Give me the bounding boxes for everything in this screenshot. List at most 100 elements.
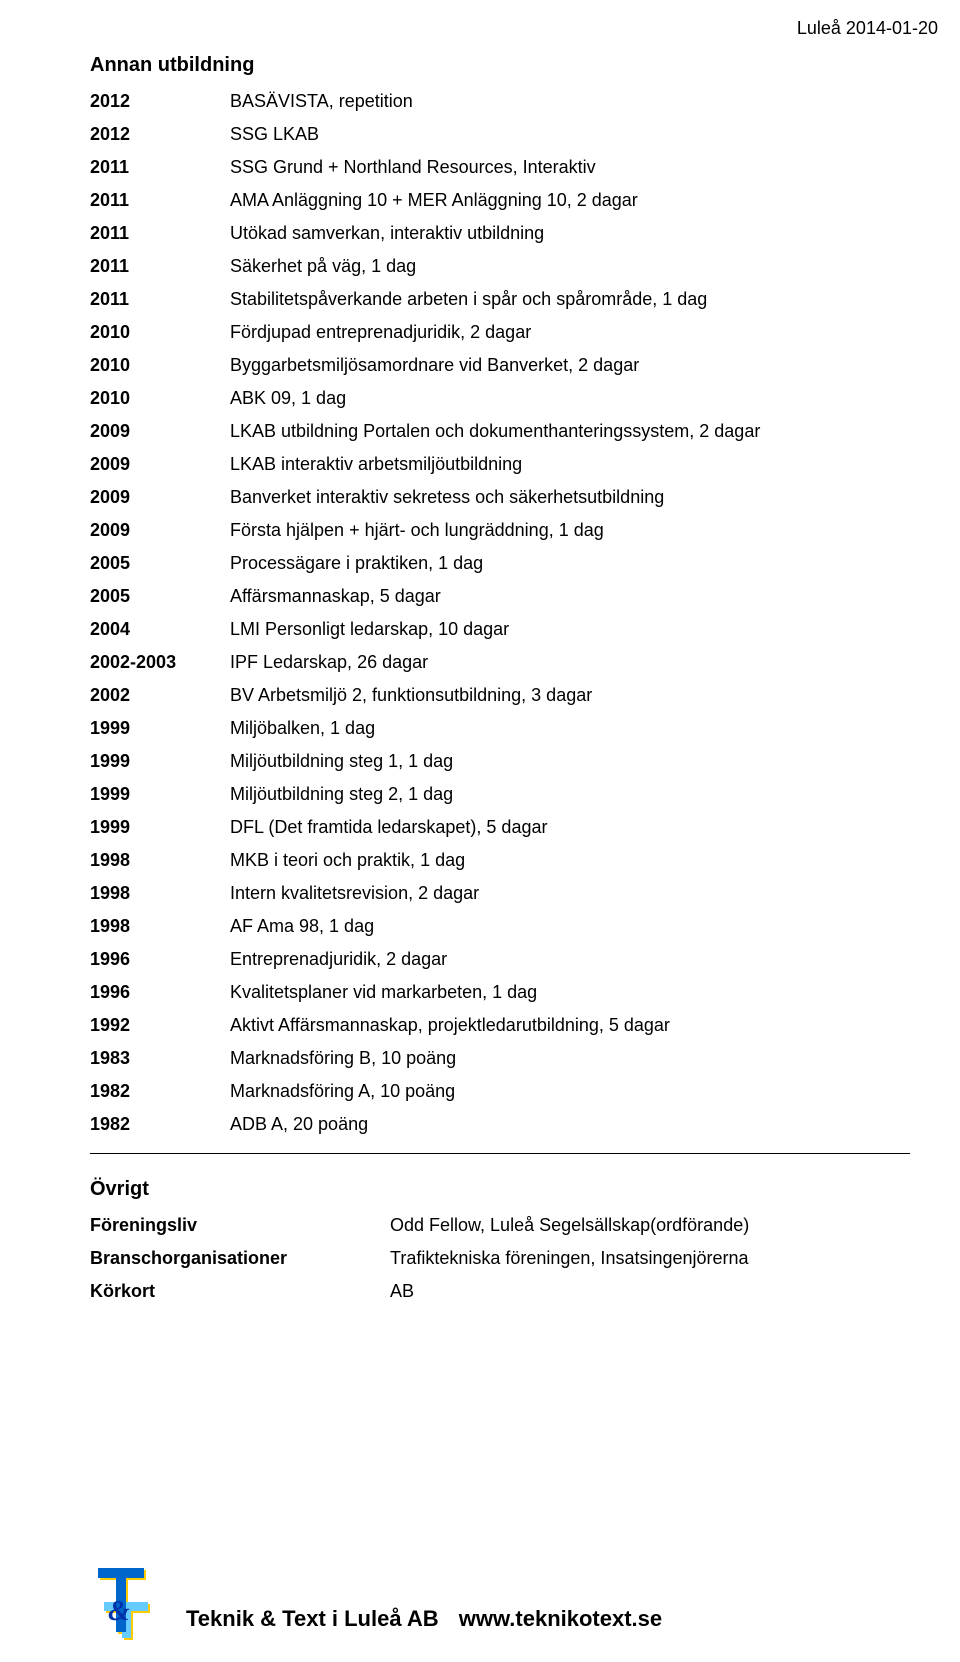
education-row: 1992Aktivt Affärsmannaskap, projektledar… xyxy=(90,1015,910,1036)
education-desc: Processägare i praktiken, 1 dag xyxy=(230,553,910,574)
education-desc: DFL (Det framtida ledarskapet), 5 dagar xyxy=(230,817,910,838)
education-row: 2004LMI Personligt ledarskap, 10 dagar xyxy=(90,619,910,640)
education-row: 2002BV Arbetsmiljö 2, funktionsutbildnin… xyxy=(90,685,910,706)
education-year: 1982 xyxy=(90,1114,230,1135)
education-year: 1998 xyxy=(90,883,230,904)
ovrigt-list: FöreningslivOdd Fellow, Luleå Segelsälls… xyxy=(90,1215,910,1302)
education-row: 2010ABK 09, 1 dag xyxy=(90,388,910,409)
education-year: 1992 xyxy=(90,1015,230,1036)
section-title-annan-utbildning: Annan utbildning xyxy=(90,54,910,77)
education-desc: SSG LKAB xyxy=(230,124,910,145)
education-year: 2011 xyxy=(90,256,230,277)
education-row: 2010Byggarbetsmiljösamordnare vid Banver… xyxy=(90,355,910,376)
education-year: 2011 xyxy=(90,223,230,244)
education-row: 2009Första hjälpen + hjärt- och lungrädd… xyxy=(90,520,910,541)
education-row: 1998MKB i teori och praktik, 1 dag xyxy=(90,850,910,871)
education-year: 2004 xyxy=(90,619,230,640)
ovrigt-value: Odd Fellow, Luleå Segelsällskap(ordföran… xyxy=(390,1215,910,1236)
education-desc: Säkerhet på väg, 1 dag xyxy=(230,256,910,277)
education-row: 2002-2003IPF Ledarskap, 26 dagar xyxy=(90,652,910,673)
education-desc: Miljöutbildning steg 2, 1 dag xyxy=(230,784,910,805)
education-row: 2012BASÄVISTA, repetition xyxy=(90,91,910,112)
education-row: 1982Marknadsföring A, 10 poäng xyxy=(90,1081,910,1102)
education-row: 1996Kvalitetsplaner vid markarbeten, 1 d… xyxy=(90,982,910,1003)
education-year: 2012 xyxy=(90,91,230,112)
education-desc: ABK 09, 1 dag xyxy=(230,388,910,409)
education-desc: ADB A, 20 poäng xyxy=(230,1114,910,1135)
education-year: 2010 xyxy=(90,388,230,409)
education-row: 2011AMA Anläggning 10 + MER Anläggning 1… xyxy=(90,190,910,211)
education-desc: Marknadsföring B, 10 poäng xyxy=(230,1048,910,1069)
education-year: 2012 xyxy=(90,124,230,145)
education-year: 1983 xyxy=(90,1048,230,1069)
education-desc: Banverket interaktiv sekretess och säker… xyxy=(230,487,910,508)
ovrigt-row: FöreningslivOdd Fellow, Luleå Segelsälls… xyxy=(90,1215,910,1236)
education-year: 1999 xyxy=(90,718,230,739)
divider xyxy=(90,1153,910,1154)
education-row: 2011Utökad samverkan, interaktiv utbildn… xyxy=(90,223,910,244)
education-year: 2002 xyxy=(90,685,230,706)
education-year: 2005 xyxy=(90,553,230,574)
education-desc: Affärsmannaskap, 5 dagar xyxy=(230,586,910,607)
education-year: 2009 xyxy=(90,487,230,508)
education-desc: AMA Anläggning 10 + MER Anläggning 10, 2… xyxy=(230,190,910,211)
ovrigt-value: Trafiktekniska föreningen, Insatsingenjö… xyxy=(390,1248,910,1269)
education-desc: Fördjupad entreprenadjuridik, 2 dagar xyxy=(230,322,910,343)
education-row: 2010Fördjupad entreprenadjuridik, 2 daga… xyxy=(90,322,910,343)
education-year: 1998 xyxy=(90,850,230,871)
ovrigt-label: Branschorganisationer xyxy=(90,1248,390,1269)
page: Luleå 2014-01-20 Annan utbildning 2012BA… xyxy=(0,0,960,1662)
education-row: 1998Intern kvalitetsrevision, 2 dagar xyxy=(90,883,910,904)
education-desc: Entreprenadjuridik, 2 dagar xyxy=(230,949,910,970)
education-desc: MKB i teori och praktik, 1 dag xyxy=(230,850,910,871)
education-desc: Stabilitetspåverkande arbeten i spår och… xyxy=(230,289,910,310)
education-desc: LKAB utbildning Portalen och dokumenthan… xyxy=(230,421,910,442)
education-desc: Kvalitetsplaner vid markarbeten, 1 dag xyxy=(230,982,910,1003)
education-year: 2002-2003 xyxy=(90,652,230,673)
education-year: 2011 xyxy=(90,289,230,310)
education-year: 2009 xyxy=(90,520,230,541)
education-row: 2009LKAB utbildning Portalen och dokumen… xyxy=(90,421,910,442)
ovrigt-row: BranschorganisationerTrafiktekniska före… xyxy=(90,1248,910,1269)
education-year: 2010 xyxy=(90,322,230,343)
footer-url: www.teknikotext.se xyxy=(459,1606,662,1631)
education-year: 2009 xyxy=(90,454,230,475)
education-row: 2012SSG LKAB xyxy=(90,124,910,145)
education-row: 2005Affärsmannaskap, 5 dagar xyxy=(90,586,910,607)
education-year: 1998 xyxy=(90,916,230,937)
education-year: 1982 xyxy=(90,1081,230,1102)
education-row: 2009Banverket interaktiv sekretess och s… xyxy=(90,487,910,508)
education-desc: Intern kvalitetsrevision, 2 dagar xyxy=(230,883,910,904)
education-row: 2011Säkerhet på väg, 1 dag xyxy=(90,256,910,277)
education-desc: BASÄVISTA, repetition xyxy=(230,91,910,112)
svg-text:&: & xyxy=(108,1596,130,1627)
education-row: 1999Miljöutbildning steg 2, 1 dag xyxy=(90,784,910,805)
ovrigt-label: Föreningsliv xyxy=(90,1215,390,1236)
education-desc: Aktivt Affärsmannaskap, projektledarutbi… xyxy=(230,1015,910,1036)
education-desc: BV Arbetsmiljö 2, funktionsutbildning, 3… xyxy=(230,685,910,706)
education-year: 1996 xyxy=(90,949,230,970)
education-desc: Marknadsföring A, 10 poäng xyxy=(230,1081,910,1102)
education-row: 1998AF Ama 98, 1 dag xyxy=(90,916,910,937)
footer-text: Teknik & Text i Luleå AB www.teknikotext… xyxy=(186,1606,662,1642)
education-row: 2005Processägare i praktiken, 1 dag xyxy=(90,553,910,574)
section-title-ovrigt: Övrigt xyxy=(90,1178,910,1201)
education-desc: Byggarbetsmiljösamordnare vid Banverket,… xyxy=(230,355,910,376)
education-year: 1996 xyxy=(90,982,230,1003)
education-desc: LMI Personligt ledarskap, 10 dagar xyxy=(230,619,910,640)
ovrigt-row: KörkortAB xyxy=(90,1281,910,1302)
education-year: 2011 xyxy=(90,157,230,178)
education-desc: IPF Ledarskap, 26 dagar xyxy=(230,652,910,673)
education-row: 1996Entreprenadjuridik, 2 dagar xyxy=(90,949,910,970)
education-year: 1999 xyxy=(90,817,230,838)
education-list: 2012BASÄVISTA, repetition2012SSG LKAB201… xyxy=(90,91,910,1135)
education-year: 2010 xyxy=(90,355,230,376)
education-desc: LKAB interaktiv arbetsmiljöutbildning xyxy=(230,454,910,475)
education-row: 1999Miljöutbildning steg 1, 1 dag xyxy=(90,751,910,772)
education-year: 1999 xyxy=(90,751,230,772)
education-year: 2011 xyxy=(90,190,230,211)
header-date: Luleå 2014-01-20 xyxy=(797,18,938,39)
company-logo: & xyxy=(90,1562,160,1642)
education-year: 2005 xyxy=(90,586,230,607)
footer-company: Teknik & Text i Luleå AB xyxy=(186,1606,439,1631)
